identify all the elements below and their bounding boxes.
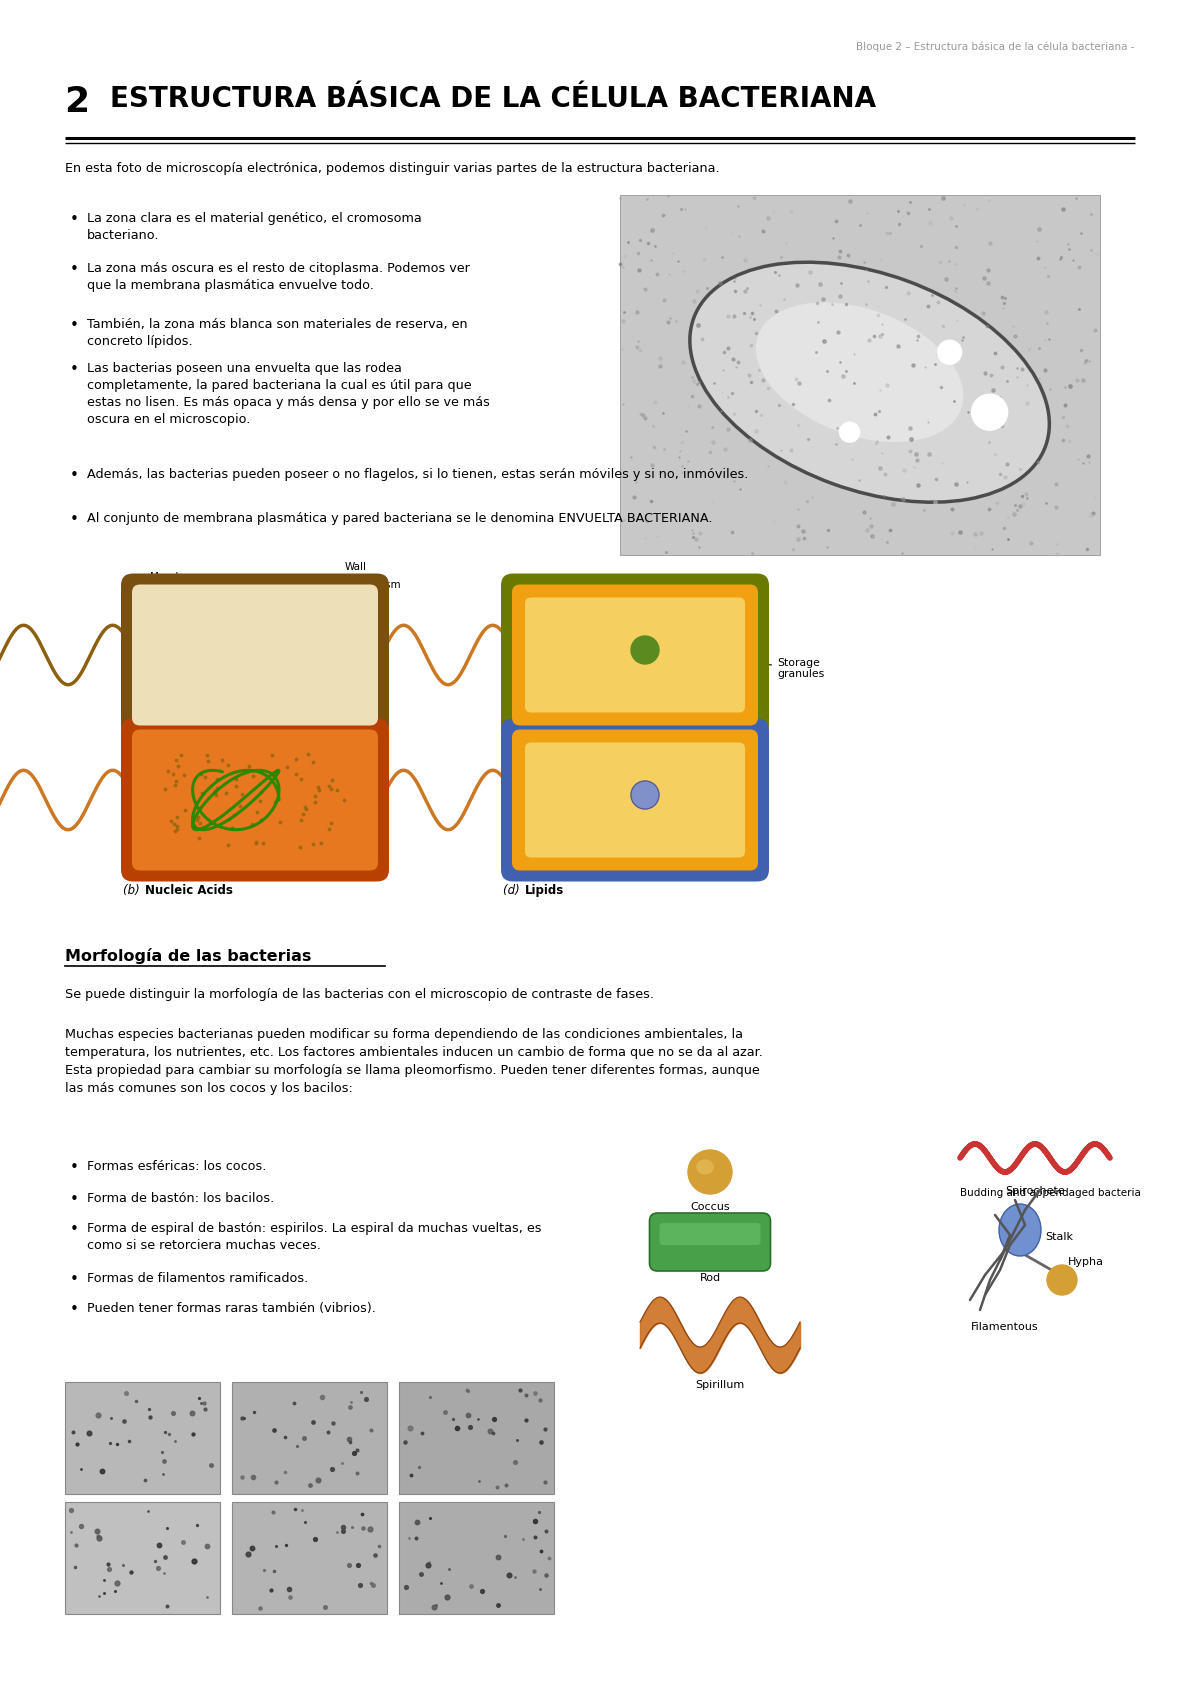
- Text: Spirillum: Spirillum: [695, 1380, 745, 1390]
- FancyBboxPatch shape: [512, 584, 758, 726]
- FancyBboxPatch shape: [526, 743, 745, 857]
- Text: Filamentous: Filamentous: [971, 1322, 1039, 1332]
- FancyBboxPatch shape: [620, 195, 1100, 555]
- Text: Stalk: Stalk: [1045, 1232, 1073, 1242]
- Text: (c): (c): [503, 738, 522, 752]
- Text: Coccus: Coccus: [690, 1201, 730, 1212]
- FancyBboxPatch shape: [232, 1502, 386, 1614]
- Circle shape: [937, 339, 961, 365]
- Text: •: •: [70, 212, 79, 227]
- Text: •: •: [70, 1222, 79, 1237]
- Text: Forma de espiral de bastón: espirilos. La espiral da muchas vueltas, es
como si : Forma de espiral de bastón: espirilos. L…: [88, 1222, 541, 1252]
- Ellipse shape: [756, 302, 964, 441]
- Text: (d): (d): [503, 884, 523, 896]
- Circle shape: [631, 636, 659, 664]
- Text: Al conjunto de membrana plasmática y pared bacteriana se le denomina ENVUELTA BA: Al conjunto de membrana plasmática y par…: [88, 512, 713, 524]
- Text: •: •: [70, 512, 79, 528]
- FancyBboxPatch shape: [65, 1502, 220, 1614]
- Text: Muchas especies bacterianas pueden modificar su forma dependiendo de las condici: Muchas especies bacterianas pueden modif…: [65, 1028, 763, 1095]
- FancyBboxPatch shape: [398, 1381, 554, 1493]
- Text: Formas de filamentos ramificados.: Formas de filamentos ramificados.: [88, 1273, 308, 1285]
- Text: ESTRUCTURA BÁSICA DE LA CÉLULA BACTERIANA: ESTRUCTURA BÁSICA DE LA CÉLULA BACTERIAN…: [110, 85, 876, 114]
- Text: Rod: Rod: [700, 1273, 720, 1283]
- Text: Pueden tener formas raras también (vibrios).: Pueden tener formas raras también (vibri…: [88, 1302, 376, 1315]
- FancyBboxPatch shape: [398, 1502, 554, 1614]
- Text: Formas esféricas: los cocos.: Formas esféricas: los cocos.: [88, 1161, 266, 1173]
- Text: (b): (b): [122, 884, 144, 896]
- Text: Se puede distinguir la morfología de las bacterias con el microscopio de contras: Se puede distinguir la morfología de las…: [65, 988, 654, 1001]
- Text: Las bacterias poseen una envuelta que las rodea
completamente, la pared bacteria: Las bacterias poseen una envuelta que la…: [88, 361, 490, 426]
- FancyBboxPatch shape: [516, 733, 754, 867]
- Text: Storage
granules: Storage granules: [649, 650, 824, 679]
- FancyBboxPatch shape: [132, 584, 378, 726]
- FancyBboxPatch shape: [516, 589, 754, 721]
- Text: •: •: [70, 317, 79, 333]
- FancyBboxPatch shape: [526, 597, 745, 713]
- Text: 2: 2: [65, 85, 103, 119]
- Text: También, la zona más blanca son materiales de reserva, en
concreto lípidos.: También, la zona más blanca son material…: [88, 317, 468, 348]
- Ellipse shape: [696, 1159, 714, 1174]
- Circle shape: [1046, 1264, 1078, 1295]
- FancyBboxPatch shape: [502, 574, 769, 736]
- Text: Proteins: Proteins: [145, 738, 200, 752]
- Circle shape: [688, 1151, 732, 1195]
- FancyBboxPatch shape: [660, 1224, 761, 1246]
- Circle shape: [972, 394, 1008, 431]
- Text: Además, las bacterias pueden poseer o no flagelos, si lo tienen, estas serán móv: Además, las bacterias pueden poseer o no…: [88, 468, 749, 480]
- Text: •: •: [70, 1161, 79, 1174]
- Text: Flagellum: Flagellum: [132, 594, 200, 653]
- Text: La zona más oscura es el resto de citoplasma. Podemos ver
que la membrana plasmá: La zona más oscura es el resto de citopl…: [88, 261, 470, 292]
- FancyBboxPatch shape: [121, 574, 389, 736]
- Text: Wall: Wall: [329, 562, 367, 592]
- Text: Budding and appendaged bacteria: Budding and appendaged bacteria: [960, 1188, 1141, 1198]
- Text: •: •: [70, 361, 79, 377]
- Ellipse shape: [690, 263, 1049, 502]
- Text: •: •: [70, 261, 79, 277]
- FancyBboxPatch shape: [649, 1213, 770, 1271]
- Text: Polysaccharides: Polysaccharides: [526, 738, 632, 752]
- Text: La zona clara es el material genético, el cromosoma
bacteriano.: La zona clara es el material genético, e…: [88, 212, 421, 243]
- Text: •: •: [70, 468, 79, 484]
- Text: Ribosomes: Ribosomes: [287, 714, 367, 782]
- Text: Nucleic Acids: Nucleic Acids: [145, 884, 233, 896]
- Circle shape: [840, 423, 859, 443]
- Text: En esta foto de microscopía electrónica, podemos distinguir varias partes de la : En esta foto de microscopía electrónica,…: [65, 161, 720, 175]
- FancyBboxPatch shape: [121, 718, 389, 881]
- FancyBboxPatch shape: [512, 730, 758, 871]
- FancyBboxPatch shape: [132, 730, 378, 871]
- Text: Bloque 2 – Estructura básica de la célula bacteriana -: Bloque 2 – Estructura básica de la célul…: [857, 42, 1135, 53]
- Text: (a): (a): [122, 738, 143, 752]
- Text: Morfología de las bacterias: Morfología de las bacterias: [65, 949, 311, 964]
- FancyBboxPatch shape: [502, 718, 769, 881]
- Text: •: •: [70, 1273, 79, 1286]
- Ellipse shape: [998, 1203, 1042, 1256]
- Text: Forma de bastón: los bacilos.: Forma de bastón: los bacilos.: [88, 1191, 275, 1205]
- FancyBboxPatch shape: [232, 1381, 386, 1493]
- Text: Lipids: Lipids: [526, 884, 564, 896]
- Text: Membrane: Membrane: [150, 572, 257, 602]
- FancyBboxPatch shape: [65, 1381, 220, 1493]
- Text: •: •: [70, 1191, 79, 1207]
- Text: Spirochete: Spirochete: [1006, 1186, 1064, 1196]
- Circle shape: [631, 781, 659, 809]
- Text: •: •: [70, 1302, 79, 1317]
- Text: Nucleoid: Nucleoid: [155, 725, 238, 792]
- Text: Hypha: Hypha: [1068, 1257, 1104, 1268]
- Text: Cytoplasm: Cytoplasm: [318, 580, 401, 613]
